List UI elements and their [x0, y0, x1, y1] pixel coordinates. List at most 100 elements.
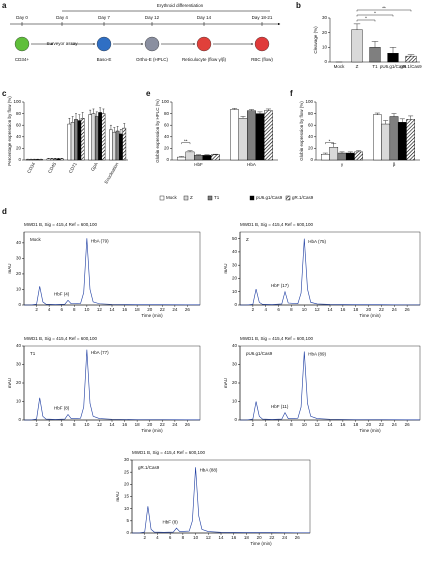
error-bar [187, 150, 193, 152]
legend-swatch [183, 195, 189, 201]
cell [14, 36, 30, 52]
x-tick-label: Enucleation [103, 161, 119, 184]
significance-label: * [374, 11, 376, 16]
significance-label: * [329, 138, 331, 143]
error-bar [322, 152, 328, 155]
y-tick-label: 80 [16, 111, 22, 116]
bar [202, 155, 212, 161]
sample-label: T1 [30, 351, 36, 356]
chart-title: MWD1 B, Sig = 415,4 Ref = 600,100 [240, 336, 314, 341]
x-tick-label: pU6.g1/Cas9 [380, 64, 407, 69]
error-bar [47, 158, 50, 159]
y-tick-label: 0 [18, 157, 21, 162]
x-tick-label: 18 [135, 307, 141, 312]
x-tick-label: 2 [252, 422, 255, 427]
y-tick-label: 60 [308, 122, 314, 127]
bar [211, 154, 220, 161]
x-tick-label: 4 [264, 307, 267, 312]
stage-label: Surveyor assay [46, 41, 78, 46]
error-bar [407, 54, 415, 57]
error-bar [331, 143, 337, 148]
x-tick-label: 24 [282, 535, 288, 540]
x-tick-label: 22 [379, 422, 385, 427]
x-tick-label: 16 [340, 422, 346, 427]
y-tick-label: 60 [164, 122, 170, 127]
x-tick-label: 24 [172, 307, 178, 312]
y-tick-label: 80 [164, 111, 170, 116]
legend-swatch [249, 195, 255, 201]
cell [96, 36, 112, 52]
y-tick-label: 0 [18, 417, 21, 422]
bar [354, 151, 364, 161]
y-tick-label: 10 [232, 289, 238, 294]
error-bar [123, 123, 126, 129]
panel-label: e [146, 89, 151, 98]
chart-title: MWD1 B, Sig = 415,4 Ref = 600,100 [132, 450, 206, 455]
x-tick-label: 10 [84, 422, 90, 427]
bar [25, 159, 30, 161]
x-axis-label: Time (min) [141, 428, 163, 433]
y-tick-label: 40 [16, 134, 22, 139]
significance-bracket [181, 142, 191, 145]
plot-frame [131, 459, 311, 534]
bar [39, 159, 43, 161]
peak-label: HbF (4) [54, 292, 70, 297]
y-tick-label: 20 [232, 380, 238, 385]
y-tick-label: 20 [164, 146, 170, 151]
y-tick-label: 100 [13, 99, 21, 104]
x-tick-label: 14 [109, 307, 115, 312]
error-bar [383, 120, 389, 125]
bar [247, 110, 256, 161]
panel-label: d [2, 207, 7, 216]
x-tick-label: 8 [73, 422, 76, 427]
bar [32, 159, 37, 161]
chromatogram [24, 238, 200, 306]
x-tick-label: 16 [231, 535, 237, 540]
significance-bracket [325, 142, 334, 145]
panel-label: a [2, 1, 7, 10]
error-bar [75, 113, 77, 120]
error-bar [78, 114, 81, 121]
bar [369, 47, 381, 63]
bar [122, 127, 127, 161]
y-tick-label: 100 [305, 99, 313, 104]
day-label: Day 18-21 [252, 15, 273, 20]
error-bar [339, 151, 345, 154]
error-bar [60, 158, 63, 159]
x-tick-label: 10 [302, 307, 308, 312]
significance-bracket [356, 9, 412, 12]
bar [53, 158, 58, 161]
day-label: Day 14 [197, 15, 212, 20]
panel-label: c [2, 89, 7, 98]
x-tick-label: 26 [405, 307, 411, 312]
error-bar [92, 108, 95, 114]
bar [35, 159, 40, 161]
plot-frame [239, 345, 421, 421]
bar [238, 118, 248, 161]
y-tick-label: 20 [16, 271, 22, 276]
x-tick-label: 10 [193, 535, 199, 540]
x-axis-label: Time (min) [250, 541, 272, 546]
x-tick-label: HbA [247, 162, 256, 167]
peak-label: HbA (77) [91, 350, 109, 355]
y-tick-label: 20 [16, 380, 22, 385]
error-bar [212, 154, 219, 155]
y-axis-label: mAU [115, 492, 120, 502]
significance-bracket [356, 19, 376, 22]
y-tick-label: 15 [124, 494, 130, 499]
y-tick-label: 60 [16, 122, 22, 127]
y-tick-label: 30 [16, 362, 22, 367]
error-bar [265, 108, 272, 111]
plot-frame [23, 345, 201, 421]
y-tick-label: 20 [322, 30, 328, 35]
error-bar [113, 127, 116, 133]
bar [94, 116, 99, 161]
day-label: Day 0 [16, 15, 28, 20]
x-tick-label: 12 [206, 535, 212, 540]
error-bar [178, 156, 185, 158]
x-tick-label: 2 [35, 422, 38, 427]
y-tick-label: 20 [124, 482, 130, 487]
y-tick-label: 30 [16, 256, 22, 261]
y-axis-label: mAU [223, 378, 228, 388]
y-tick-label: 0 [310, 157, 313, 162]
